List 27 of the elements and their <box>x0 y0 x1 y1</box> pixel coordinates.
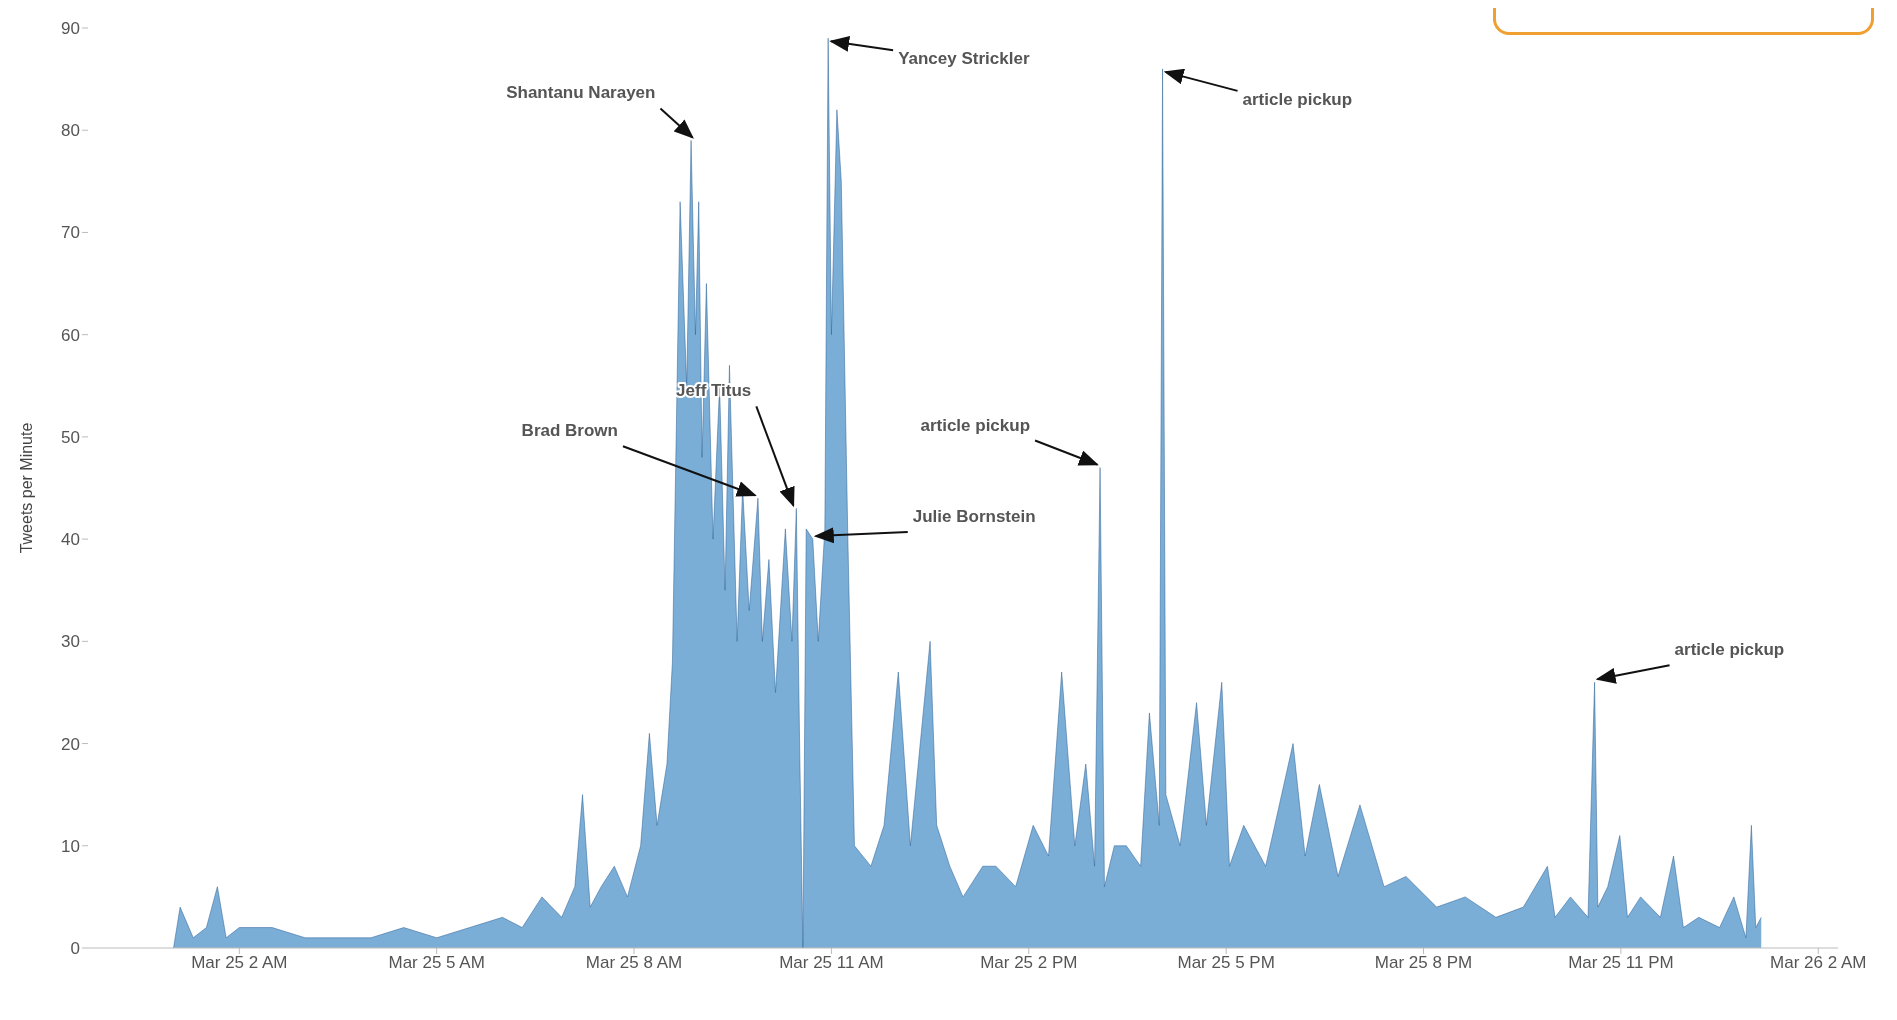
annotation: article pickup <box>920 415 1031 435</box>
y-tick-label: 0 <box>70 939 80 959</box>
annotation: article pickup <box>1242 89 1353 109</box>
annotation: Brad Brown <box>521 421 618 441</box>
x-tick-label: Mar 26 2 AM <box>1770 953 1867 973</box>
x-tick-label: Mar 25 11 AM <box>779 953 884 973</box>
x-tick-label: Mar 25 2 AM <box>191 953 288 973</box>
x-tick-label: Mar 25 5 PM <box>1177 953 1275 973</box>
y-tick-label: 10 <box>61 836 80 856</box>
y-tick-label: 30 <box>61 632 80 652</box>
x-tick-label: Mar 25 8 PM <box>1374 953 1473 973</box>
annotation: Yancey Strickler <box>898 49 1030 69</box>
x-tick-label: Mar 25 2 PM <box>980 953 1078 973</box>
y-tick-label: 40 <box>61 530 80 550</box>
y-tick-label: 80 <box>61 121 80 141</box>
y-axis-title: Tweets per Minute <box>17 422 35 554</box>
y-tick-label: 60 <box>61 325 80 345</box>
y-tick-label: 70 <box>61 223 80 243</box>
annotation: Shantanu Narayen <box>506 83 656 103</box>
annotation: article pickup <box>1674 640 1785 660</box>
x-tick-label: Mar 25 11 PM <box>1568 953 1674 973</box>
x-tick-label: Mar 25 5 AM <box>388 953 485 973</box>
y-tick-label: 90 <box>61 19 80 39</box>
annotation: Julie Bornstein <box>912 507 1036 527</box>
x-tick-label: Mar 25 8 AM <box>585 953 683 973</box>
y-tick-label: 20 <box>61 734 80 754</box>
y-tick-label: 50 <box>61 427 80 447</box>
